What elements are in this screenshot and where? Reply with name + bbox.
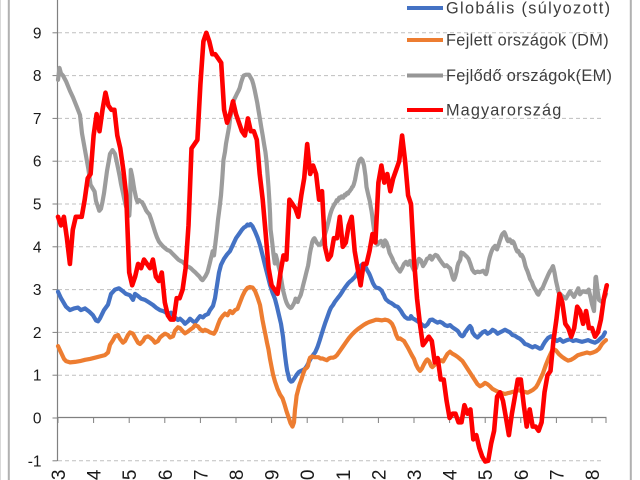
svg-text:Globális (súlyozott): Globális (súlyozott) — [446, 0, 611, 18]
svg-text:7: 7 — [33, 111, 42, 128]
svg-text:Fejlődő országok(EM): Fejlődő országok(EM) — [446, 67, 612, 85]
svg-text:2009: 2009 — [263, 470, 284, 480]
svg-text:2011: 2011 — [334, 470, 355, 480]
svg-text:2006: 2006 — [156, 470, 177, 480]
svg-text:2015: 2015 — [476, 470, 497, 480]
svg-text:8: 8 — [33, 68, 42, 85]
svg-text:2014: 2014 — [441, 469, 462, 480]
svg-text:4: 4 — [33, 239, 42, 256]
svg-text:2016: 2016 — [512, 470, 533, 480]
svg-text:1: 1 — [33, 368, 42, 385]
svg-text:2008: 2008 — [227, 470, 248, 480]
svg-text:Magyarország: Magyarország — [446, 102, 562, 120]
svg-text:2007: 2007 — [191, 470, 212, 480]
svg-text:Fejlett országok (DM): Fejlett országok (DM) — [446, 32, 609, 50]
svg-text:6: 6 — [33, 154, 42, 171]
svg-text:2010: 2010 — [298, 470, 319, 480]
svg-text:2: 2 — [33, 325, 42, 342]
svg-text:2018: 2018 — [583, 470, 604, 480]
svg-text:2003: 2003 — [49, 470, 70, 480]
svg-text:2005: 2005 — [120, 470, 141, 480]
svg-text:5: 5 — [33, 197, 42, 214]
svg-text:2013: 2013 — [405, 470, 426, 480]
svg-text:2012: 2012 — [369, 470, 390, 480]
svg-text:3: 3 — [33, 282, 42, 299]
svg-text:9: 9 — [33, 25, 42, 42]
svg-text:-1: -1 — [28, 453, 42, 470]
svg-text:2017: 2017 — [547, 470, 568, 480]
svg-text:2004: 2004 — [85, 469, 106, 480]
svg-text:0: 0 — [33, 411, 42, 428]
